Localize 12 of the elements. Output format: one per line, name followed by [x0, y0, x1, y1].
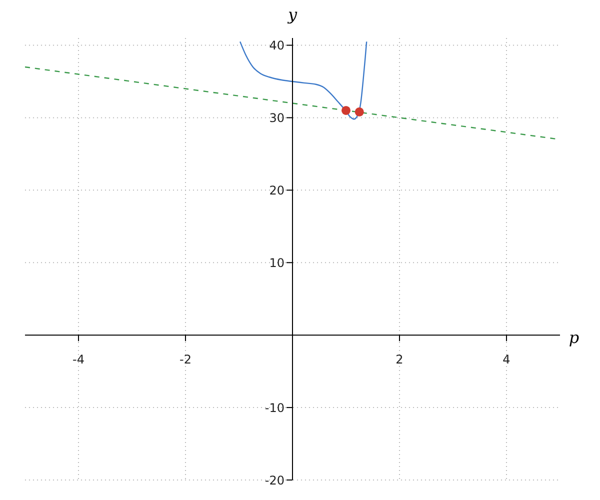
y-tick-label: -20 [264, 473, 284, 488]
x-tick-label: -4 [72, 352, 84, 367]
y-tick-label: 30 [269, 110, 284, 125]
y-tick-label: 40 [269, 38, 284, 53]
y-tick-label: -10 [264, 400, 284, 415]
x-tick-label: 2 [396, 352, 404, 367]
x-axis-title: p [568, 328, 580, 348]
y-axis-title: y [286, 5, 298, 24]
y-tick-label: 10 [269, 256, 284, 270]
x-tick-label: 4 [502, 352, 510, 367]
x-tick-label: -2 [180, 352, 192, 367]
y-tick-label: 20 [269, 183, 284, 198]
